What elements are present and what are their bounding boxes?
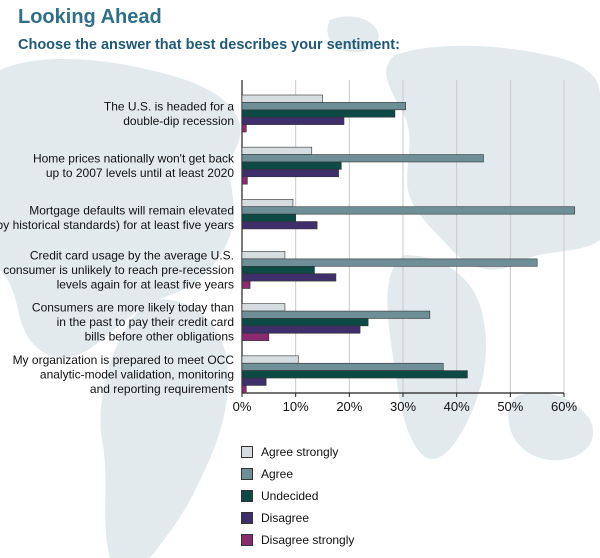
bar-agree-strongly (241, 303, 286, 312)
bar-undecided (241, 318, 369, 327)
category-label: in the past to pay their credit card (57, 315, 234, 329)
legend-label: Agree (261, 467, 294, 481)
x-tick-label: 50% (497, 399, 523, 414)
bar-disagree (241, 221, 318, 230)
bar-disagree (241, 116, 345, 125)
horizontal-bar-chart: 0% 10% 20% 30% 40% 50% 60% The U.S. is headed f… (0, 80, 577, 414)
category-label: Mortgage defaults will remain elevated (29, 204, 234, 218)
bar-disagree (241, 273, 337, 282)
legend-label: Disagree (261, 511, 310, 525)
x-tick-label: 0% (233, 399, 252, 414)
bar-disagree-strongly (241, 176, 248, 185)
legend-swatch (241, 446, 253, 458)
category-label: The U.S. is headed for a (104, 99, 234, 113)
bar-disagree-strongly (241, 385, 247, 394)
bar-disagree (241, 377, 267, 386)
bar-undecided (241, 265, 315, 274)
page-subtitle: Choose the answer that best describes yo… (18, 37, 400, 53)
x-tick-label: 30% (390, 399, 416, 414)
bar-disagree-strongly (241, 124, 247, 133)
legend-label: Agree strongly (261, 445, 339, 459)
category-label: Consumers are more likely today than (32, 301, 234, 315)
legend-item: Disagree strongly (241, 529, 354, 551)
category-label: bills before other obligations (85, 330, 234, 344)
category-label: consumer is unlikely to reach pre-recess… (3, 263, 234, 277)
legend-item: Agree (241, 463, 354, 485)
category-label: double-dip recession (123, 114, 234, 128)
legend-label: Undecided (261, 489, 319, 503)
category-label: levels again for at least five years (57, 278, 234, 292)
page-title: Looking Ahead (18, 6, 162, 28)
bar-undecided (241, 213, 296, 222)
x-tick-label: 60% (551, 399, 577, 414)
category-label: up to 2007 levels until at least 2020 (46, 166, 234, 180)
bar-agree-strongly (241, 355, 299, 364)
bar-undecided (241, 370, 468, 379)
bar-agree (241, 206, 576, 215)
category-label: Home prices nationally won't get back (33, 151, 235, 165)
bar-disagree (241, 169, 339, 178)
category-label: (by historical standards) for at least f… (0, 218, 234, 232)
bar-disagree-strongly (241, 332, 270, 341)
legend-label: Disagree strongly (261, 533, 355, 547)
bar-agree-strongly (241, 199, 294, 208)
x-tick-label: 10% (283, 399, 309, 414)
chart-legend: Agree strongly Agree Undecided Disagree Disa… (241, 441, 354, 551)
bar-agree (241, 362, 444, 371)
bar-agree-strongly (241, 94, 323, 103)
x-tick-label: 20% (336, 399, 362, 414)
bar-agree-strongly (241, 146, 313, 155)
legend-swatch (241, 534, 253, 546)
bar-agree-strongly (241, 251, 286, 260)
legend-swatch (241, 512, 253, 524)
legend-item: Agree strongly (241, 441, 354, 463)
category-label: analytic-model validation, monitoring (40, 367, 234, 381)
category-label: My organization is prepared to meet OCC (13, 353, 235, 367)
legend-swatch (241, 490, 253, 502)
bar-agree (241, 102, 406, 111)
bar-disagree (241, 325, 361, 334)
bar-agree (241, 154, 484, 163)
bar-disagree-strongly (241, 280, 251, 289)
category-label: Credit card usage by the average U.S. (30, 249, 234, 263)
category-label: and reporting requirements (90, 382, 234, 396)
legend-swatch (241, 468, 253, 480)
bar-undecided (241, 109, 396, 118)
x-tick-label: 40% (444, 399, 470, 414)
legend-item: Undecided (241, 485, 354, 507)
bar-agree (241, 258, 538, 267)
bar-undecided (241, 161, 342, 170)
legend-item: Disagree (241, 507, 354, 529)
bar-agree (241, 310, 431, 319)
